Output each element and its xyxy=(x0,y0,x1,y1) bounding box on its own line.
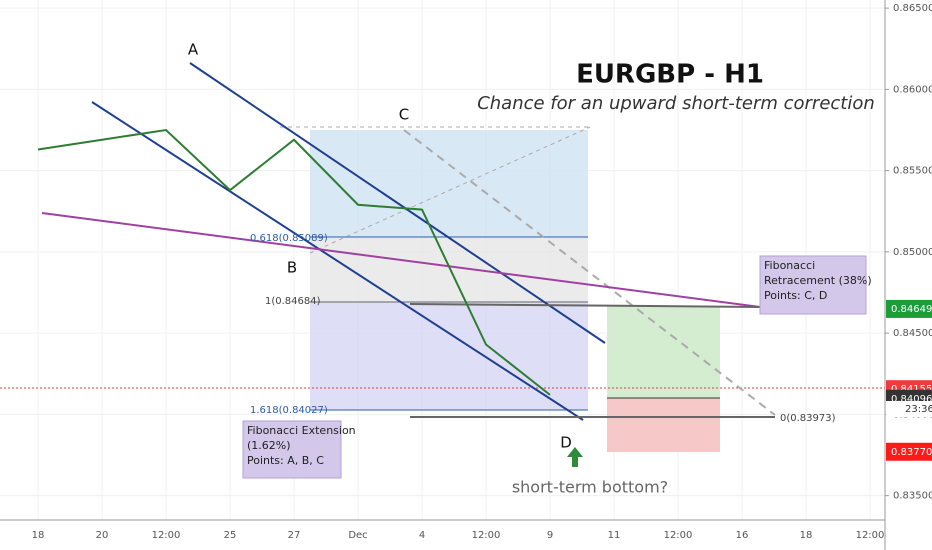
y-tick-label: 0.85000 xyxy=(893,247,932,258)
point-label: A xyxy=(188,41,199,59)
trend-line xyxy=(309,126,591,254)
note-text: Retracement (38%) xyxy=(764,274,872,287)
x-tick-label: 18 xyxy=(800,530,813,541)
trend-line xyxy=(403,129,776,416)
note-box xyxy=(759,255,867,315)
note-text: Fibonacci Extension xyxy=(247,424,356,437)
chart-subtitle: Chance for an upward short-term correcti… xyxy=(477,93,875,114)
fib-zone-mid xyxy=(310,237,588,302)
price-badge-label: 0.84649 xyxy=(891,304,932,315)
level-line xyxy=(409,303,761,308)
x-tick-label: 4 xyxy=(419,530,425,541)
y-tick-label: 0.86000 xyxy=(893,84,932,95)
note-text: (1.62%) xyxy=(247,439,291,452)
y-tick-label: 0.85500 xyxy=(893,166,932,177)
countdown-badge xyxy=(886,401,932,417)
question: short-term bottom? xyxy=(512,478,668,497)
fib-zone-low xyxy=(310,302,588,410)
point-label: D xyxy=(560,434,572,452)
x-tick-label: 9 xyxy=(547,530,553,541)
y-tick-label: 0.83500 xyxy=(893,491,932,502)
arrow-up xyxy=(567,447,583,467)
y-tick-label: 0.86500 xyxy=(893,3,932,14)
price-badge-label: 0.84096 xyxy=(891,394,932,405)
note-text: Points: C, D xyxy=(764,289,827,302)
point-label: B xyxy=(287,259,297,277)
channel-line xyxy=(189,62,606,344)
x-tick-label: 27 xyxy=(288,530,301,541)
point-label: C xyxy=(399,106,409,124)
price-badge-label: 0.83770 xyxy=(891,447,932,458)
x-tick-label: 12:00 xyxy=(664,530,693,541)
price-line xyxy=(37,128,551,396)
channel-line xyxy=(91,101,584,421)
price-badge xyxy=(886,299,932,318)
x-tick-label: 18 xyxy=(32,530,45,541)
fib-label: 0(0.83973) xyxy=(780,413,836,424)
note-text: Fibonacci xyxy=(764,259,815,272)
x-tick-label: 11 xyxy=(608,530,621,541)
x-tick-label: 20 xyxy=(96,530,109,541)
price-badge-label: 0.84155 xyxy=(891,384,932,395)
fib-label: 0.618(0.85089) xyxy=(250,233,328,244)
stop-zone xyxy=(607,398,720,452)
x-tick-label: 12:00 xyxy=(472,530,501,541)
fib-zone-top xyxy=(310,130,588,237)
x-tick-label: 16 xyxy=(736,530,749,541)
x-tick-label: 12:00 xyxy=(152,530,181,541)
fib-label: 1.618(0.84027) xyxy=(250,405,328,416)
fib-label: 1(0.84684) xyxy=(265,296,321,307)
countdown: 23:36 xyxy=(905,404,932,415)
trend-line xyxy=(41,212,761,308)
x-tick-label: Dec xyxy=(348,530,367,541)
y-tick-label: 0.84500 xyxy=(893,328,932,339)
note-box xyxy=(242,420,342,479)
target-zone xyxy=(607,306,720,398)
x-tick-label: 25 xyxy=(224,530,237,541)
note-text: Points: A, B, C xyxy=(247,454,324,467)
chart-title: EURGBP - H1 xyxy=(576,60,764,90)
x-tick-label: 12:00 xyxy=(856,530,885,541)
price-badge xyxy=(886,442,932,461)
